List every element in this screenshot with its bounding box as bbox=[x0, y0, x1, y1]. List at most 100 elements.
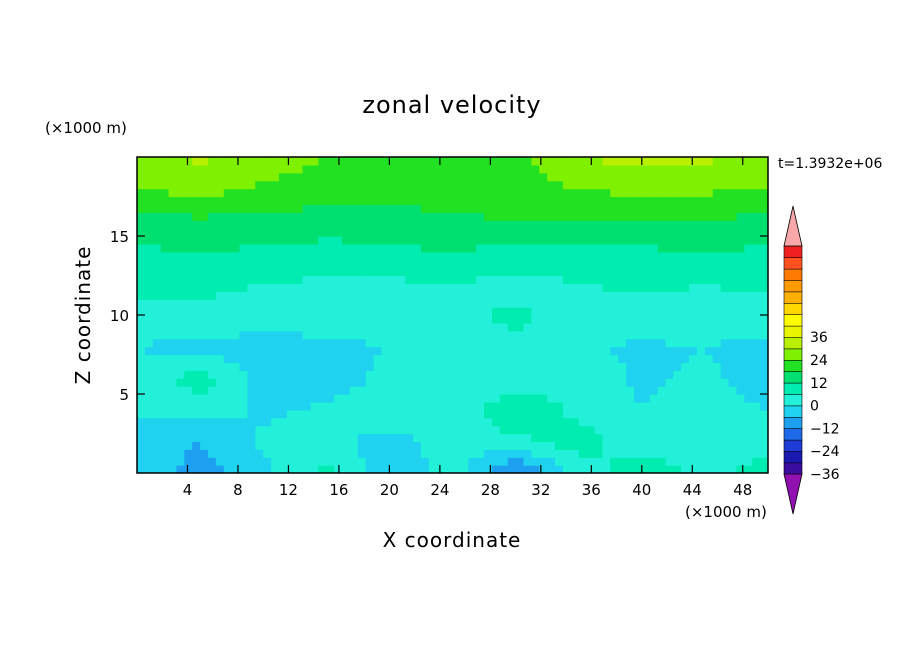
heatmap-cell bbox=[207, 457, 217, 466]
heatmap-cell bbox=[176, 299, 185, 308]
heatmap-cell bbox=[586, 172, 596, 182]
heatmap-cell bbox=[176, 354, 185, 363]
heatmap-cell bbox=[200, 212, 209, 221]
heatmap-cell bbox=[531, 180, 540, 190]
heatmap-cell bbox=[720, 236, 730, 245]
heatmap-cell bbox=[720, 417, 730, 427]
heatmap-cell bbox=[697, 330, 706, 340]
heatmap-cell bbox=[397, 307, 406, 316]
heatmap-cell bbox=[318, 299, 327, 308]
heatmap-cell bbox=[176, 433, 185, 442]
heatmap-cell bbox=[752, 164, 761, 174]
heatmap-cell bbox=[223, 299, 233, 308]
heatmap-cell bbox=[310, 212, 320, 221]
heatmap-cell bbox=[649, 449, 659, 458]
heatmap-cell bbox=[207, 180, 217, 190]
heatmap-cell bbox=[499, 417, 509, 427]
heatmap-cell bbox=[436, 196, 446, 205]
heatmap-cell bbox=[578, 196, 588, 205]
heatmap-cell bbox=[428, 236, 438, 245]
heatmap-cell bbox=[626, 188, 635, 198]
heatmap-cell bbox=[673, 315, 682, 324]
heatmap-cell bbox=[665, 433, 674, 442]
heatmap-cell bbox=[365, 425, 375, 435]
heatmap-cell bbox=[562, 401, 572, 411]
heatmap-cell bbox=[349, 291, 359, 300]
heatmap-cell bbox=[523, 196, 532, 205]
heatmap-cell bbox=[539, 228, 548, 237]
heatmap-cell bbox=[207, 441, 217, 450]
heatmap-cell bbox=[302, 228, 312, 237]
heatmap-cell bbox=[215, 370, 225, 379]
heatmap-cell bbox=[184, 322, 193, 332]
heatmap-cell bbox=[760, 180, 768, 190]
heatmap-cell bbox=[294, 157, 304, 166]
heatmap-cell bbox=[168, 212, 178, 221]
heatmap-cell bbox=[547, 315, 556, 324]
heatmap-cell bbox=[413, 394, 422, 403]
heatmap-cell bbox=[176, 362, 185, 371]
heatmap-cell bbox=[626, 378, 635, 387]
heatmap-cell bbox=[562, 164, 572, 174]
heatmap-cell bbox=[144, 188, 154, 198]
heatmap-cell bbox=[294, 322, 304, 332]
heatmap-cell bbox=[744, 180, 753, 190]
heatmap-cell bbox=[507, 322, 517, 332]
heatmap-cell bbox=[460, 417, 469, 427]
heatmap-cell bbox=[689, 291, 698, 300]
heatmap-cell bbox=[271, 228, 280, 237]
heatmap-cell bbox=[697, 338, 706, 348]
heatmap-cell bbox=[310, 465, 320, 473]
heatmap-cell bbox=[673, 299, 682, 308]
heatmap-cell bbox=[207, 409, 217, 419]
heatmap-cell bbox=[397, 465, 406, 473]
heatmap-cell bbox=[468, 378, 477, 387]
heatmap-cell bbox=[294, 307, 304, 316]
heatmap-cell bbox=[381, 465, 390, 473]
heatmap-cell bbox=[215, 449, 225, 458]
heatmap-cell bbox=[334, 378, 343, 387]
heatmap-cell bbox=[420, 180, 430, 190]
heatmap-cell bbox=[247, 394, 256, 403]
heatmap-cell bbox=[547, 204, 556, 213]
heatmap-cell bbox=[539, 220, 548, 229]
heatmap-cell bbox=[681, 322, 690, 332]
heatmap-cell bbox=[278, 180, 288, 190]
heatmap-cell bbox=[207, 465, 217, 473]
heatmap-cell bbox=[428, 465, 438, 473]
heatmap-cell bbox=[413, 228, 422, 237]
heatmap-cell bbox=[539, 180, 548, 190]
heatmap-cell bbox=[184, 180, 193, 190]
heatmap-cell bbox=[752, 267, 761, 277]
heatmap-cell bbox=[278, 259, 288, 269]
heatmap-cell bbox=[397, 370, 406, 379]
heatmap-cell bbox=[255, 243, 264, 253]
heatmap-cell bbox=[342, 346, 351, 356]
heatmap-cell bbox=[460, 220, 469, 229]
heatmap-cell bbox=[160, 394, 170, 403]
heatmap-cell bbox=[413, 275, 422, 284]
heatmap-cell bbox=[673, 425, 682, 435]
heatmap-cell bbox=[641, 299, 651, 308]
heatmap-cell bbox=[342, 315, 351, 324]
heatmap-cell bbox=[160, 425, 170, 435]
heatmap-cell bbox=[278, 236, 288, 245]
heatmap-cell bbox=[491, 354, 501, 363]
heatmap-cell bbox=[484, 354, 493, 363]
heatmap-cell bbox=[697, 188, 706, 198]
heatmap-cell bbox=[744, 401, 753, 411]
heatmap-cell bbox=[184, 259, 193, 269]
heatmap-cell bbox=[239, 196, 249, 205]
heatmap-cell bbox=[381, 362, 390, 371]
heatmap-cell bbox=[665, 441, 674, 450]
heatmap-cell bbox=[207, 362, 217, 371]
heatmap-cell bbox=[618, 449, 627, 458]
heatmap-cell bbox=[697, 457, 706, 466]
heatmap-cell bbox=[397, 180, 406, 190]
heatmap-cell bbox=[373, 354, 383, 363]
heatmap-cell bbox=[602, 362, 611, 371]
heatmap-cell bbox=[278, 243, 288, 253]
heatmap-cell bbox=[578, 275, 588, 284]
heatmap-cell bbox=[555, 409, 564, 419]
